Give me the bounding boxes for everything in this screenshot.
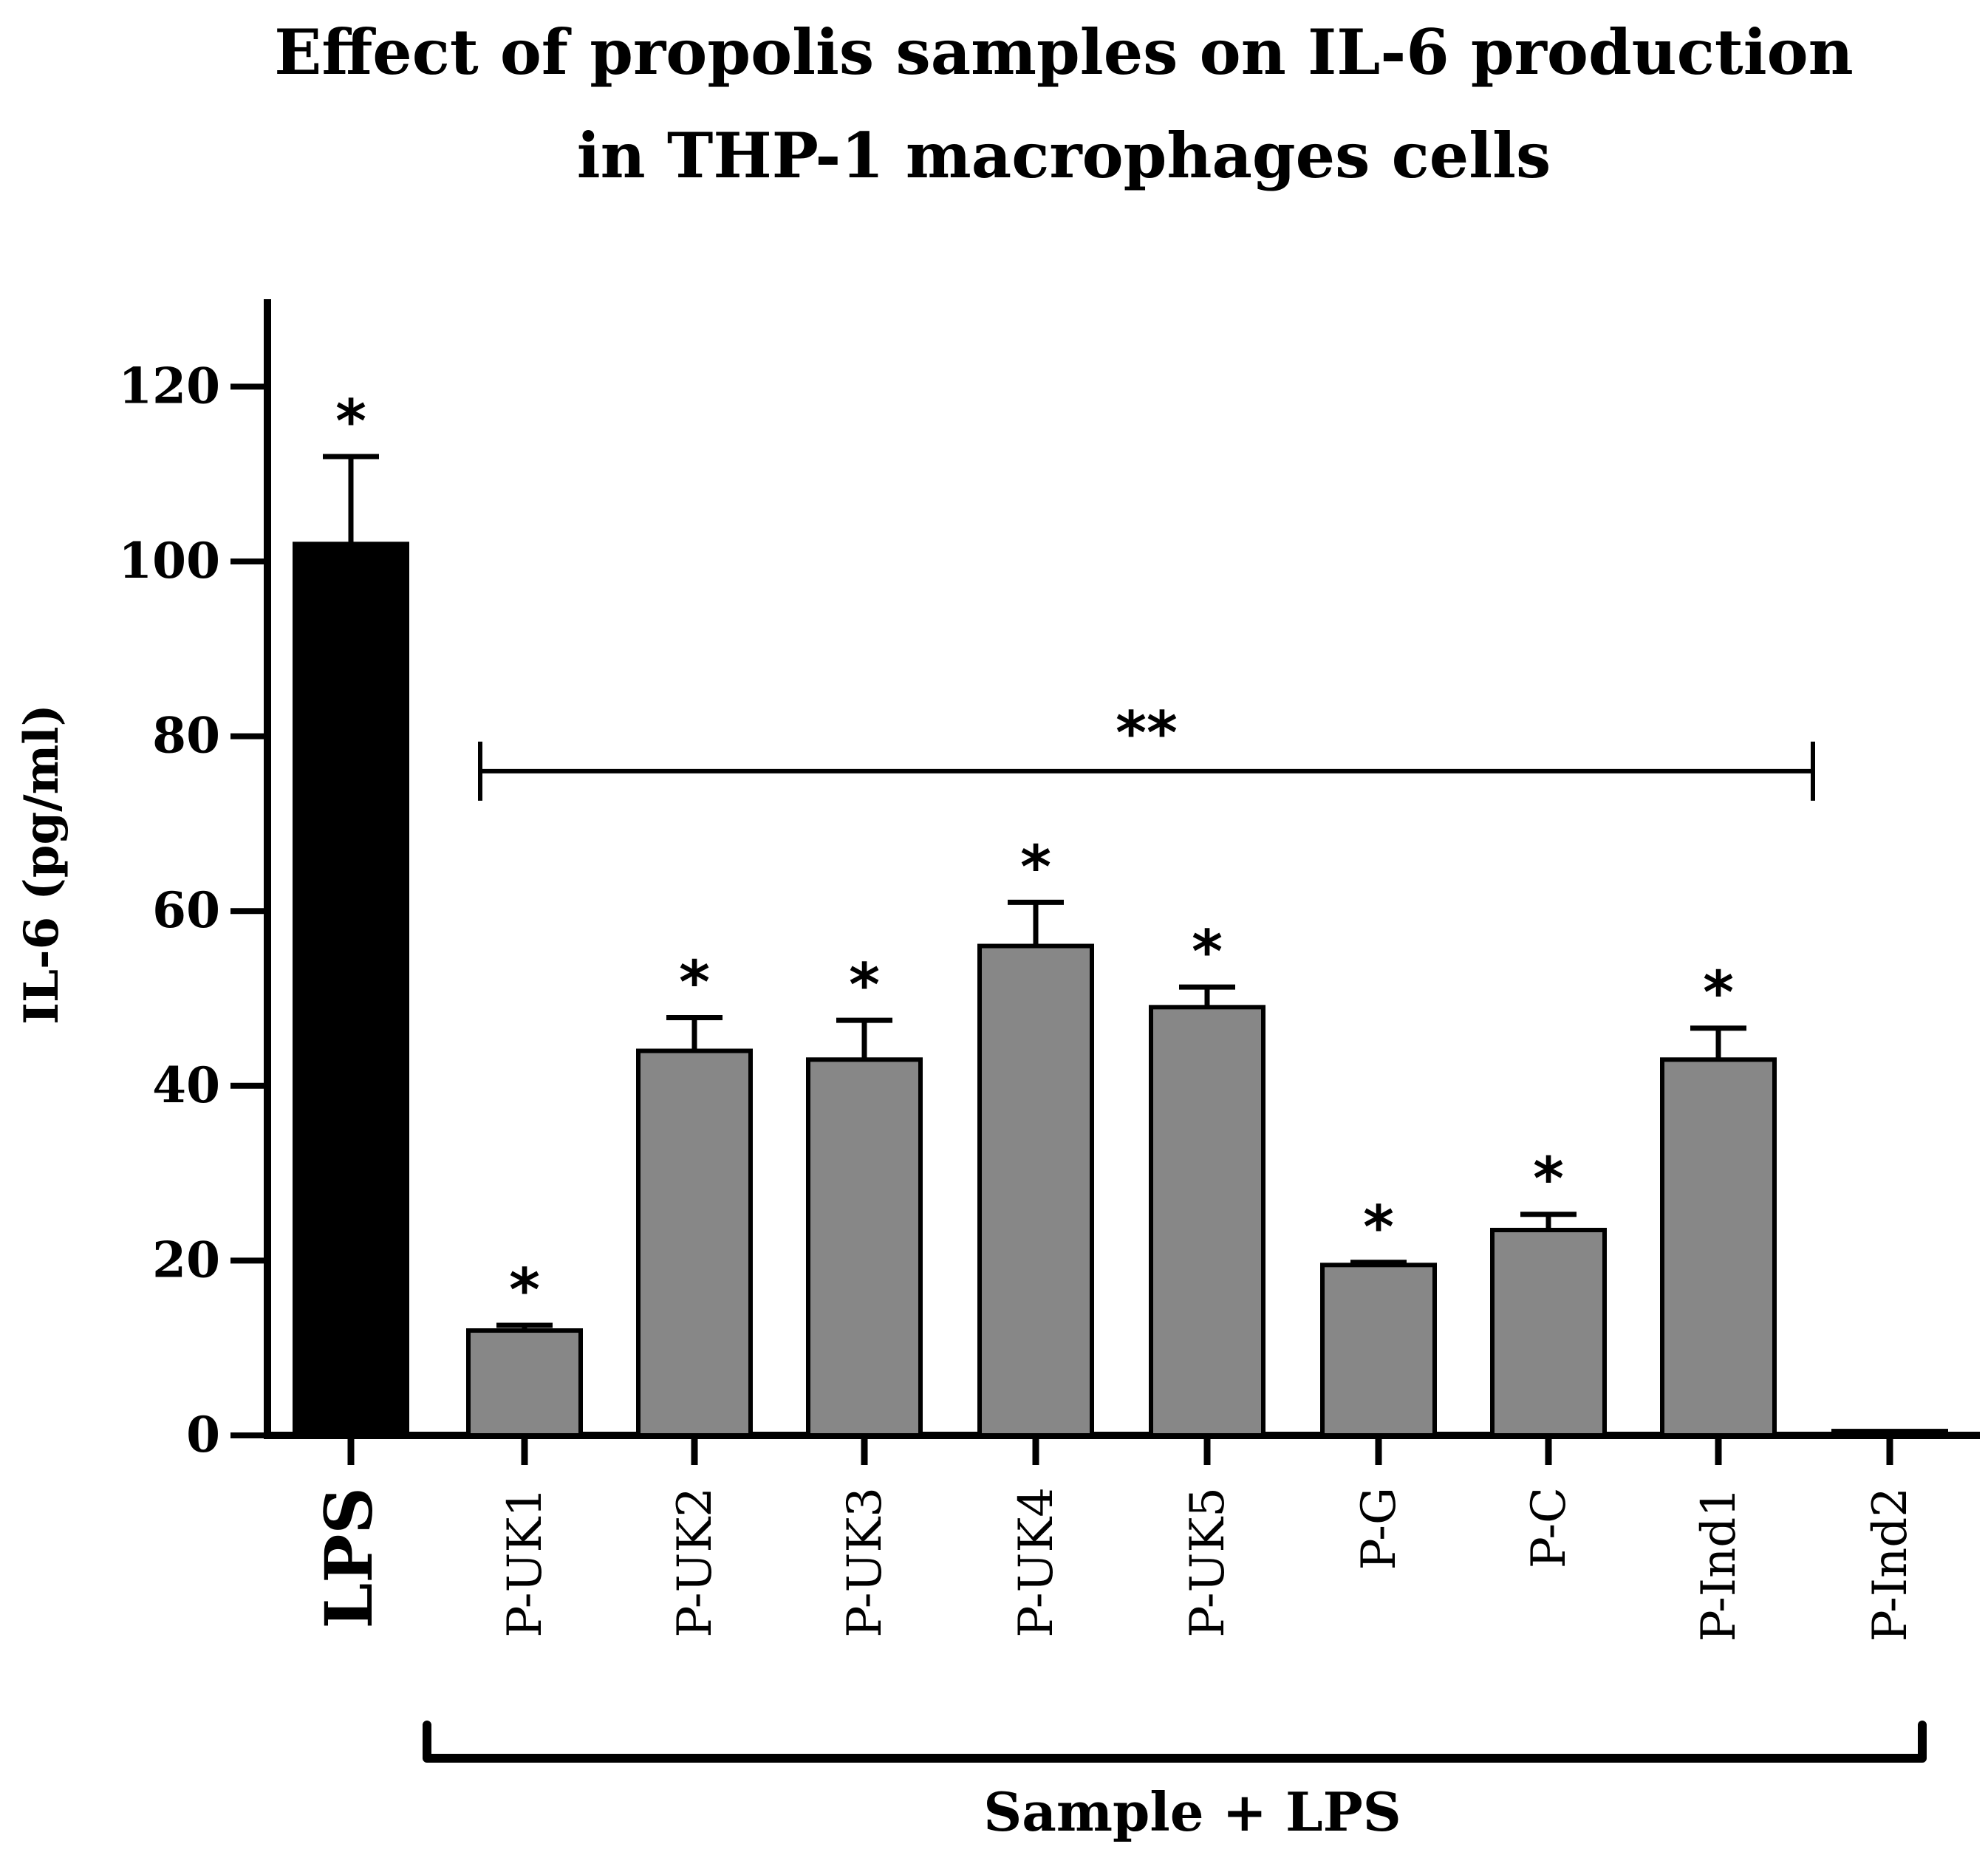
x-tick-label: P-UK3 xyxy=(838,1487,892,1638)
x-tick-label: P-Ind2 xyxy=(1863,1487,1918,1642)
bar-lps xyxy=(293,542,409,1438)
bar-p-c xyxy=(1490,1227,1607,1438)
y-tick-label: 20 xyxy=(152,1231,220,1288)
x-tick-label: P-G xyxy=(1352,1487,1407,1570)
x-tick-label: P-UK4 xyxy=(1009,1487,1064,1638)
x-tick-label: P-UK1 xyxy=(498,1487,553,1638)
x-tick-label: P-UK2 xyxy=(668,1487,723,1638)
bar-p-uk2 xyxy=(636,1048,753,1438)
y-axis-label: IL-6 (pg/ml) xyxy=(14,704,69,1025)
x-axis-group-label: Sample + LPS xyxy=(983,1780,1401,1843)
x-tick-label: P-UK5 xyxy=(1181,1487,1235,1638)
significance-bracket-label: ** xyxy=(1116,699,1178,768)
significance-star: * xyxy=(1533,1145,1564,1214)
y-tick-label: 40 xyxy=(152,1056,220,1114)
bar-p-uk3 xyxy=(806,1057,923,1438)
bars xyxy=(293,454,1948,1438)
significance-star: * xyxy=(509,1256,540,1325)
chart-title-line-2: in THP-1 macrophages cells xyxy=(577,119,1551,192)
significance-star: * xyxy=(335,387,366,456)
bar-p-uk1 xyxy=(466,1328,583,1438)
significance-star: * xyxy=(1192,918,1223,986)
x-tick-label: P-C xyxy=(1522,1487,1577,1568)
significance-star: * xyxy=(1703,959,1734,1028)
y-tick-label: 0 xyxy=(186,1406,220,1463)
group-bracket xyxy=(423,1721,1927,1763)
y-tick-label: 80 xyxy=(152,707,220,765)
y-tick-label: 100 xyxy=(118,532,220,590)
x-axis-labels: LPS P-UK1 P-UK2 P-UK3 P-UK4 P-UK5 P-G P-C P-Ind1… xyxy=(310,1487,1918,1642)
chart-title: Effect of propolis samples on IL-6 produ… xyxy=(274,16,1853,192)
significance-star: * xyxy=(849,951,880,1019)
bar-p-uk5 xyxy=(1149,1005,1265,1438)
y-tick-label: 60 xyxy=(152,881,220,939)
x-tick-label: LPS xyxy=(310,1487,387,1629)
significance-star: * xyxy=(1363,1193,1394,1262)
bar-p-ind1 xyxy=(1660,1057,1777,1438)
bar-p-g xyxy=(1320,1263,1437,1438)
y-tick-label: 120 xyxy=(118,357,220,414)
significance-star: * xyxy=(1020,833,1051,901)
significance-star: * xyxy=(679,949,710,1017)
annotations: *** ******** xyxy=(335,387,1927,1763)
bar-p-uk4 xyxy=(977,943,1094,1438)
x-tick-label: P-Ind1 xyxy=(1692,1487,1746,1642)
bar-p-ind2 xyxy=(1831,1429,1948,1438)
chart-title-line-1: Effect of propolis samples on IL-6 produ… xyxy=(274,16,1853,89)
